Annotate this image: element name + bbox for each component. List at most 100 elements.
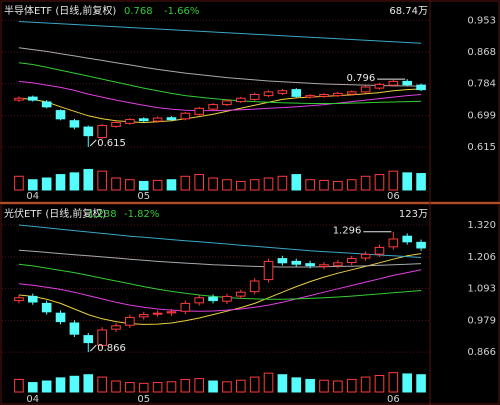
candle-body	[97, 329, 107, 346]
volume-bar	[14, 378, 24, 393]
candle-body	[83, 335, 94, 344]
last-price: 0.768	[124, 6, 153, 17]
candle-body	[125, 119, 135, 124]
volume-bar	[263, 177, 274, 191]
candle-body	[166, 311, 177, 314]
volume-bar	[416, 374, 426, 393]
ma-line	[18, 224, 422, 258]
candle-body	[180, 112, 191, 120]
candle-body	[402, 80, 412, 86]
low-annotation: 0.866	[97, 343, 126, 354]
candle-body	[360, 253, 371, 259]
high-annotation: 1.296	[333, 226, 362, 237]
volume-bar	[69, 172, 80, 191]
candle-body	[111, 122, 121, 127]
volume-bar	[222, 179, 232, 191]
candle-body	[69, 120, 80, 128]
candle-body	[152, 312, 163, 315]
x-tick-label: 05	[137, 191, 150, 202]
candle-body	[263, 260, 274, 281]
volume-bar	[28, 382, 38, 393]
y-tick-label: 0.699	[467, 110, 496, 121]
volume-bar	[263, 372, 274, 393]
volume-bar	[55, 377, 66, 393]
volume-bar	[416, 173, 426, 191]
candle-body	[222, 100, 232, 106]
candle-body	[28, 295, 38, 303]
volume-bar	[319, 379, 329, 393]
annotation-line	[89, 344, 97, 352]
volume-bar	[374, 174, 385, 191]
ma-line	[18, 47, 422, 87]
candle-body	[166, 117, 177, 121]
volume-bar	[305, 179, 315, 191]
candle-body	[263, 91, 274, 97]
volume-bar	[388, 170, 399, 191]
volume-bar	[291, 377, 302, 393]
volume-bar	[83, 374, 94, 393]
candle-body	[55, 110, 66, 120]
x-tick-label: 06	[387, 191, 400, 202]
volume-bar	[208, 380, 218, 393]
candle-body	[111, 325, 121, 330]
volume-label: 123万	[399, 209, 428, 220]
candle-body	[249, 280, 260, 293]
candle-body	[319, 93, 329, 97]
y-tick-label: 1.093	[467, 284, 496, 295]
candle-body	[416, 241, 426, 249]
volume-bar	[166, 179, 177, 191]
volume-bar	[111, 177, 121, 191]
ma-line	[18, 249, 422, 268]
volume-bar	[346, 179, 357, 191]
chart-title: 光伏ETF (日线,前复权)	[4, 207, 106, 220]
candle-body	[208, 296, 218, 302]
candle-body	[291, 260, 302, 265]
candle-body	[388, 80, 399, 86]
candle-body	[83, 126, 94, 137]
candle-body	[277, 258, 288, 264]
volume-bar	[360, 175, 371, 191]
ma-line	[18, 80, 422, 112]
volume-bar	[97, 170, 107, 191]
candle-body	[236, 97, 246, 103]
candle-body	[125, 316, 135, 326]
volume-label: 68.74万	[389, 6, 428, 17]
candle-body	[388, 238, 399, 248]
last-price: 1.238	[88, 209, 117, 220]
volume-bar	[402, 373, 412, 393]
panel-frame	[0, 0, 500, 203]
volume-bar	[194, 174, 204, 191]
candle-body	[194, 297, 204, 304]
volume-bar	[208, 177, 218, 191]
candle-body	[333, 262, 343, 266]
y-tick-label: 0.615	[467, 142, 496, 153]
volume-bar	[360, 376, 371, 393]
x-tick-label: 05	[137, 394, 150, 405]
volume-bar	[194, 378, 204, 393]
volume-bar	[291, 174, 302, 191]
volume-bar	[41, 380, 52, 393]
annotation-line	[89, 139, 97, 147]
volume-bar	[402, 172, 412, 191]
candle-body	[319, 264, 329, 267]
volume-bar	[374, 375, 385, 393]
candle-body	[55, 312, 66, 323]
candle-body	[222, 295, 232, 302]
y-tick-label: 0.979	[467, 315, 496, 326]
candle-body	[360, 86, 371, 93]
candle-body	[41, 101, 52, 108]
volume-bar	[55, 174, 66, 191]
ma-line	[18, 253, 422, 325]
candle-body	[346, 91, 357, 95]
panel-frame	[0, 203, 500, 405]
candle-body	[138, 314, 149, 318]
candle-body	[138, 118, 149, 122]
x-tick-label: 04	[26, 394, 39, 405]
candle-body	[374, 246, 385, 255]
volume-bar	[277, 175, 288, 191]
candle-body	[97, 125, 107, 139]
candle-body	[374, 83, 385, 89]
volume-bar	[97, 376, 107, 393]
